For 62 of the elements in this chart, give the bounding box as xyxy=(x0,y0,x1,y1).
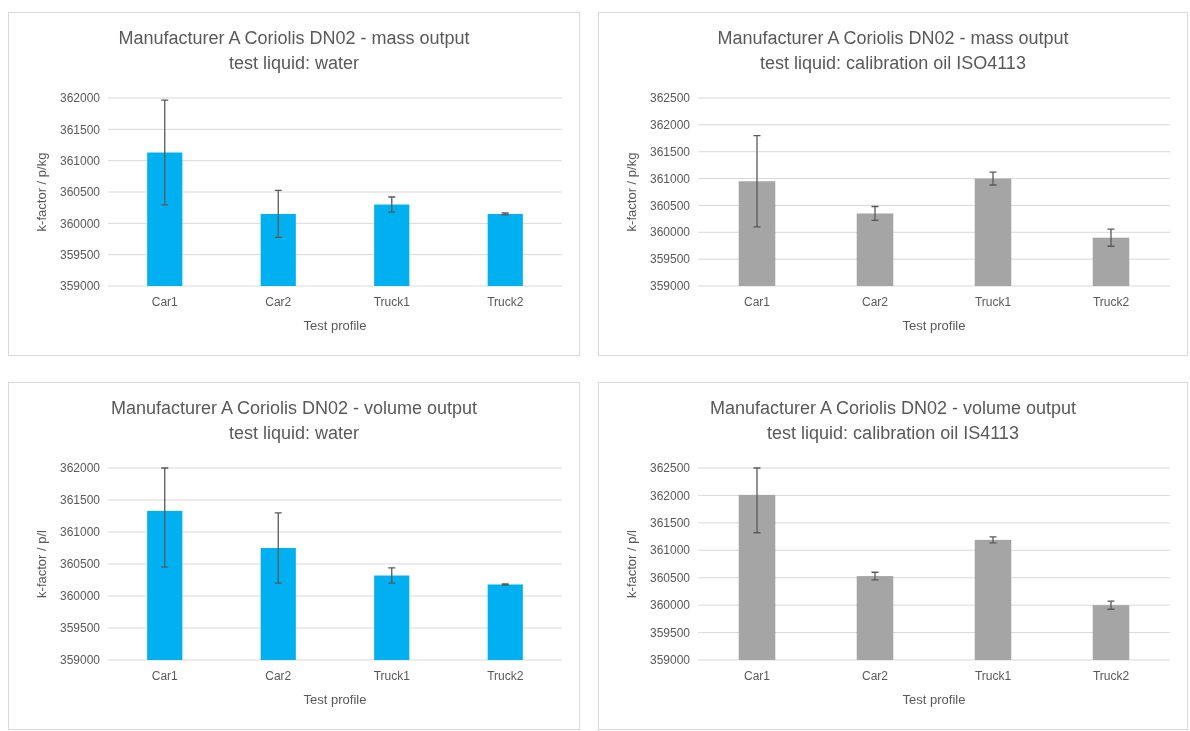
y-tick-label: 362000 xyxy=(59,91,101,106)
x-tick-label: Car1 xyxy=(151,295,179,309)
y-tick-label: 359500 xyxy=(59,621,101,636)
chart-subtitle: test liquid: calibration oil ISO4113 xyxy=(760,53,1026,73)
y-tick-label: 361500 xyxy=(649,516,691,531)
x-tick-label: Car2 xyxy=(861,295,889,309)
y-tick-label: 360500 xyxy=(59,557,101,572)
x-tick-label: Car2 xyxy=(861,669,889,683)
y-tick-label: 360500 xyxy=(649,570,691,585)
y-axis-title: k-factor / p/kg xyxy=(624,152,639,232)
x-axis-title: Test profile xyxy=(902,318,966,333)
chart-subtitle: test liquid: water xyxy=(228,53,360,73)
y-tick-label: 359000 xyxy=(59,653,101,668)
y-tick-label: 360500 xyxy=(649,198,691,213)
y-tick-label: 361000 xyxy=(649,543,691,558)
x-tick-label: Car1 xyxy=(151,669,179,683)
y-tick-label: 361000 xyxy=(649,171,691,186)
y-tick-label: 360000 xyxy=(59,589,101,604)
y-tick-label: 361000 xyxy=(59,153,101,168)
y-tick-label: 359500 xyxy=(59,247,101,262)
x-tick-label: Truck1 xyxy=(974,295,1012,309)
y-tick-label: 361500 xyxy=(649,144,691,159)
y-tick-label: 359000 xyxy=(649,653,691,668)
y-tick-label: 359000 xyxy=(649,279,691,294)
x-tick-label: Car1 xyxy=(743,669,771,683)
x-axis-title: Test profile xyxy=(902,692,966,707)
y-tick-label: 361000 xyxy=(59,525,101,540)
y-axis-title: k-factor / p/kg xyxy=(34,152,49,232)
y-tick-label: 359500 xyxy=(649,252,691,267)
y-tick-label: 361500 xyxy=(59,122,101,137)
y-tick-label: 360000 xyxy=(649,598,691,613)
y-axis-title: k-factor / p/l xyxy=(34,529,49,598)
y-tick-label: 360000 xyxy=(649,225,691,240)
chart-title: Manufacturer A Coriolis DN02 - mass output xyxy=(118,28,470,48)
x-tick-label: Car2 xyxy=(265,669,292,683)
chart-subtitle: test liquid: water xyxy=(228,423,360,443)
y-axis-title: k-factor / p/l xyxy=(624,529,639,598)
y-tick-label: 362000 xyxy=(649,488,691,503)
x-tick-label: Car1 xyxy=(743,295,771,309)
chart-title: Manufacturer A Coriolis DN02 - volume output xyxy=(709,398,1077,418)
x-tick-label: Truck2 xyxy=(487,669,524,683)
x-tick-label: Truck2 xyxy=(487,295,524,309)
x-axis-title: Test profile xyxy=(303,318,367,333)
y-tick-label: 362500 xyxy=(649,461,691,476)
x-tick-label: Car2 xyxy=(265,295,292,309)
y-tick-label: 359500 xyxy=(649,625,691,640)
y-tick-label: 360000 xyxy=(59,216,101,231)
x-tick-label: Truck1 xyxy=(373,669,411,683)
x-tick-label: Truck1 xyxy=(373,295,411,309)
y-tick-label: 362000 xyxy=(59,461,101,476)
x-tick-label: Truck1 xyxy=(974,669,1012,683)
y-tick-label: 359000 xyxy=(59,279,101,294)
y-tick-label: 360500 xyxy=(59,185,101,200)
chart-title: Manufacturer A Coriolis DN02 - mass output xyxy=(717,28,1069,48)
chart-title: Manufacturer A Coriolis DN02 - volume output xyxy=(110,398,478,418)
chart-subtitle: test liquid: calibration oil IS4113 xyxy=(767,423,1019,443)
y-tick-label: 362000 xyxy=(649,118,691,133)
x-axis-title: Test profile xyxy=(303,692,367,707)
y-tick-label: 361500 xyxy=(59,493,101,508)
x-tick-label: Truck2 xyxy=(1092,669,1130,683)
y-tick-label: 362500 xyxy=(649,91,691,106)
x-tick-label: Truck2 xyxy=(1092,295,1130,309)
